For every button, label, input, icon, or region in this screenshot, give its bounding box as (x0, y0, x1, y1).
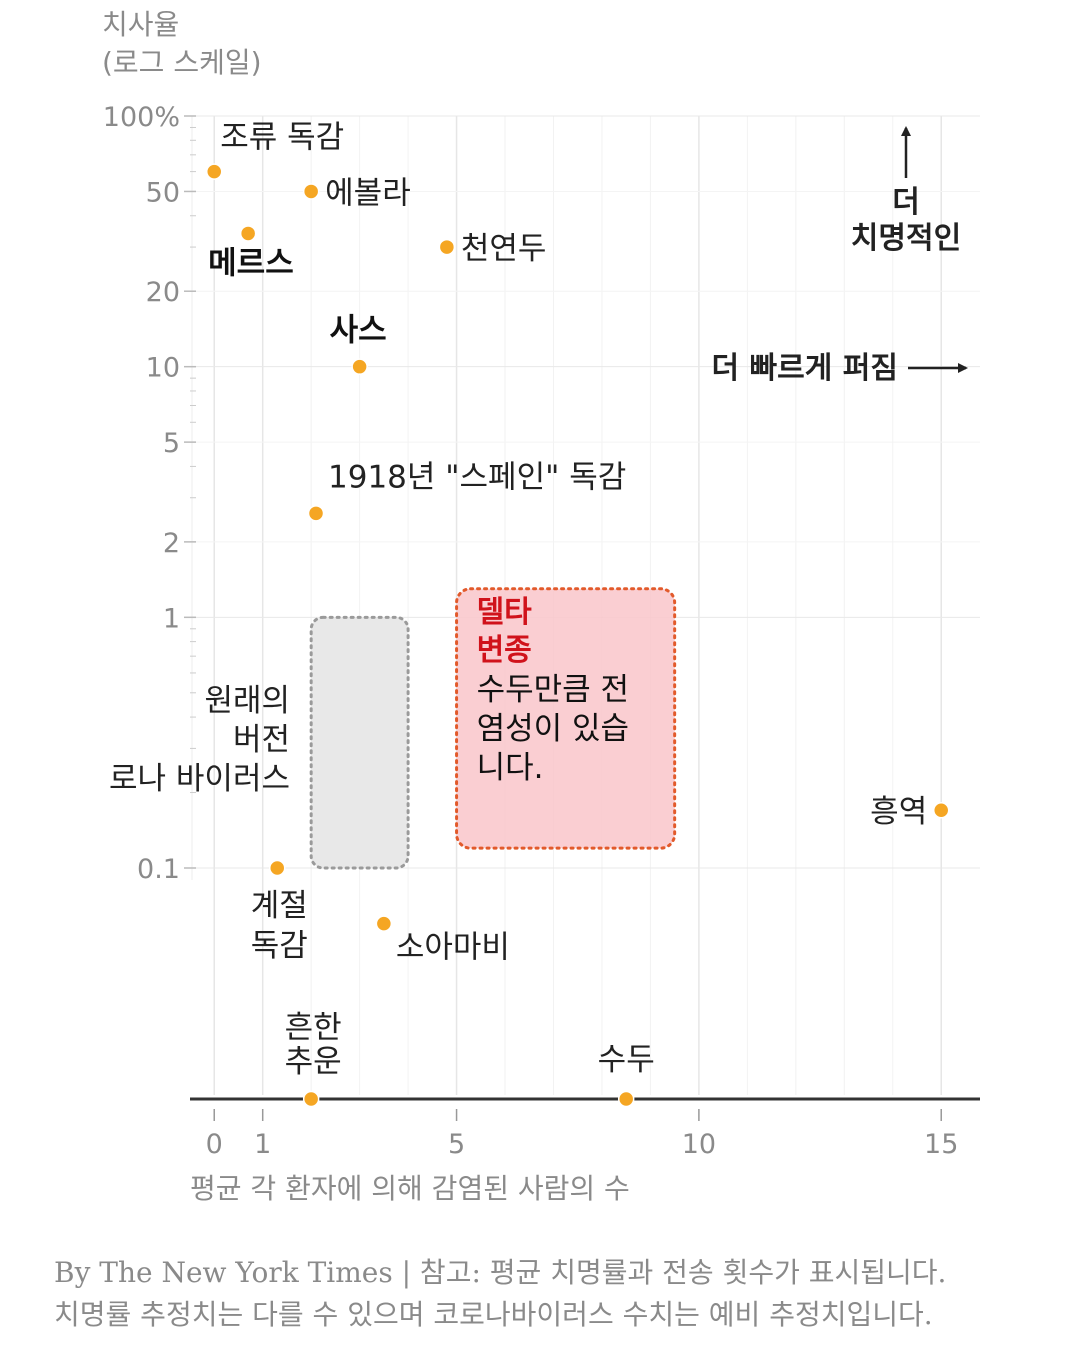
delta-body-label: 수두만큼 전 (477, 672, 629, 708)
data-point (375, 915, 393, 932)
y-tick-label: 5 (163, 428, 180, 459)
point-label: 소아마비 (396, 930, 510, 966)
delta-title-label: 델타 (477, 595, 533, 630)
x-tick-label: 10 (682, 1129, 716, 1160)
seasonal-flu-label: 계절 (251, 888, 308, 924)
data-point (302, 1090, 320, 1108)
x-tick-label: 15 (924, 1129, 958, 1160)
point-label: 흥역 (870, 794, 927, 830)
axes: 치사율 (로그 스케일) 평균 각 환자에 의해 감염된 사람의 수 (102, 8, 980, 1205)
common-cold-label: 흔한 (285, 1010, 342, 1046)
data-point (268, 859, 286, 877)
y-tick-label: 100% (103, 102, 180, 133)
data-point (617, 1090, 635, 1108)
footer: By The New York Times | 참고: 평균 치명률과 전송 횟… (54, 1252, 1054, 1336)
scatter-chart: 치사율(로그 스케일)평균 각 환자에 의해 감염된 사람의 수 0 1 5 10 15… (102, 8, 980, 1205)
data-point (205, 163, 223, 180)
point-label: 에볼라 (325, 175, 411, 211)
points (205, 163, 950, 1108)
deadlier-label: 치명적인 (851, 221, 961, 256)
y-tick-label: 2 (163, 528, 180, 559)
point-label: 사스 (330, 313, 387, 349)
regions (309, 587, 677, 870)
footer-line-1: By The New York Times | 참고: 평균 치명률과 전송 횟… (54, 1256, 947, 1289)
original-coronavirus-label: 로나 바이러스 (109, 761, 290, 797)
delta-body-label: 니다. (477, 750, 544, 786)
point-label: 천연두 (461, 231, 547, 267)
x-tick-label: 5 (448, 1129, 465, 1160)
y-tick-label: 1 (163, 603, 180, 634)
point-label: 메르스 (208, 245, 294, 281)
deadlier-label: 더 (892, 185, 920, 220)
y-tick-label: 0.1 (137, 854, 180, 885)
data-point (438, 238, 456, 256)
chickenpox-label: 수두 (598, 1042, 655, 1078)
x-tick-label: 1 (254, 1129, 271, 1160)
original-coronavirus-label: 버전 (233, 722, 290, 758)
x-axis-title: 평균 각 환자에 의해 감염된 사람의 수 (190, 1172, 630, 1205)
y-tick-label: 50 (146, 177, 180, 208)
original-coronavirus-label: 원래의 (204, 683, 290, 719)
spreads-faster-label: 더 빠르게 퍼짐 (712, 351, 899, 386)
delta-title-label: 변종 (477, 633, 532, 668)
point-label: 1918년 "스페인" 독감 (328, 459, 626, 495)
footer-line-2: 치명률 추정치는 다를 수 있으며 코로나바이러스 수치는 예비 추정치입니다. (54, 1298, 933, 1331)
x-tick-label: 0 (206, 1129, 223, 1160)
y-tick-label: 10 (146, 353, 180, 384)
seasonal-flu-label: 독감 (251, 928, 308, 964)
annotations: 더 빠르게 퍼짐 (712, 126, 968, 386)
original-coronavirus-region (309, 615, 410, 870)
y-tick-label: 20 (146, 277, 180, 308)
data-point (307, 505, 325, 522)
data-point (351, 358, 368, 375)
data-point (239, 225, 257, 242)
data-point (302, 183, 320, 200)
common-cold-label: 추운 (285, 1044, 342, 1080)
grid (190, 115, 980, 1095)
delta-variant-region (455, 587, 677, 850)
point-label: 조류 독감 (220, 120, 344, 156)
y-axis-title-line-1: 치사율 (102, 8, 179, 41)
delta-body-label: 염성이 있습 (477, 711, 629, 747)
data-point (932, 801, 950, 819)
y-axis-title-line-2: (로그 스케일) (102, 46, 262, 79)
